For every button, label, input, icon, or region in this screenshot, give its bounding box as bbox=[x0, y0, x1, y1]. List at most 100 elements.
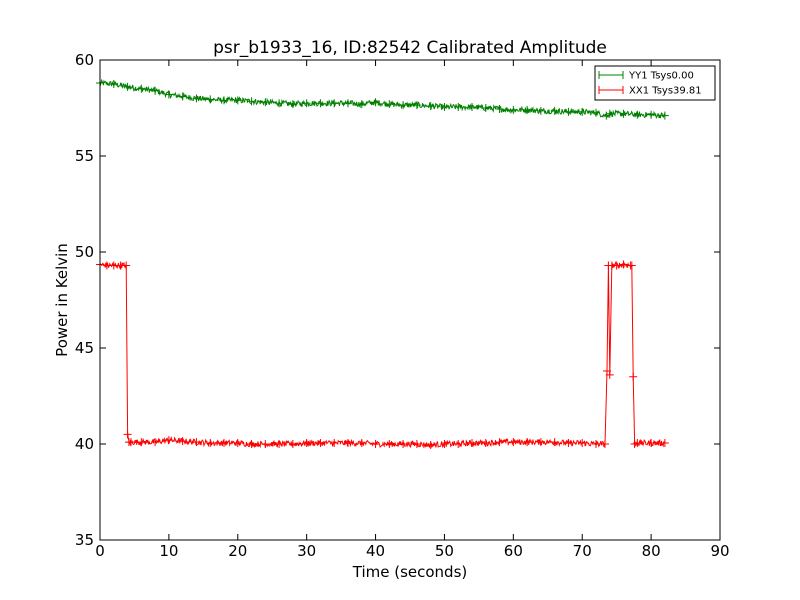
data-point bbox=[633, 439, 642, 448]
data-point bbox=[371, 440, 380, 448]
legend-marker bbox=[598, 86, 624, 94]
data-point bbox=[454, 440, 463, 448]
data-point bbox=[660, 111, 669, 120]
data-point bbox=[330, 439, 339, 448]
data-point bbox=[123, 430, 132, 439]
data-point bbox=[261, 440, 270, 448]
data-point bbox=[481, 439, 490, 448]
data-point bbox=[261, 98, 270, 107]
x-tick-label: 60 bbox=[504, 542, 523, 560]
data-point bbox=[612, 261, 621, 270]
data-point bbox=[468, 103, 476, 112]
data-point bbox=[426, 102, 435, 111]
data-point bbox=[288, 100, 297, 109]
data-point bbox=[426, 440, 435, 449]
data-point bbox=[647, 110, 656, 119]
plot-area bbox=[96, 78, 669, 449]
data-point bbox=[247, 440, 256, 448]
data-point bbox=[578, 107, 587, 116]
data-point bbox=[137, 84, 146, 93]
data-point bbox=[605, 109, 614, 118]
y-tick-label: 55 bbox=[75, 147, 94, 165]
data-point bbox=[600, 440, 609, 448]
x-tick-label: 30 bbox=[297, 542, 316, 560]
data-point bbox=[509, 105, 518, 114]
data-point bbox=[564, 439, 573, 448]
data-point bbox=[605, 370, 614, 379]
data-point bbox=[344, 99, 352, 108]
data-point bbox=[619, 109, 628, 118]
data-point bbox=[151, 86, 160, 95]
data-point bbox=[357, 439, 366, 448]
data-point bbox=[385, 440, 394, 448]
data-point bbox=[629, 372, 638, 381]
x-axis-label: Time (seconds) bbox=[352, 563, 468, 581]
legend-marker bbox=[598, 71, 624, 79]
data-point bbox=[550, 106, 559, 115]
data-point bbox=[137, 438, 146, 447]
y-tick-label: 45 bbox=[75, 339, 94, 357]
data-point bbox=[399, 440, 408, 448]
y-axis-ticks: 35 40 45 50 55 60 bbox=[75, 51, 720, 549]
data-point bbox=[164, 90, 173, 99]
x-tick-label: 50 bbox=[435, 542, 454, 560]
data-point bbox=[412, 101, 421, 110]
data-point bbox=[127, 438, 135, 447]
data-point bbox=[220, 439, 228, 448]
data-point bbox=[330, 99, 339, 108]
x-tick-label: 0 bbox=[95, 542, 105, 560]
data-point bbox=[399, 101, 408, 110]
x-tick-label: 70 bbox=[573, 542, 592, 560]
y-tick-label: 35 bbox=[75, 531, 94, 549]
data-point bbox=[627, 261, 636, 270]
data-point bbox=[123, 82, 132, 91]
data-point bbox=[288, 440, 297, 448]
data-point bbox=[316, 439, 325, 448]
data-point bbox=[178, 437, 187, 446]
data-point bbox=[468, 439, 476, 448]
data-point bbox=[275, 99, 284, 108]
x-tick-label: 80 bbox=[642, 542, 661, 560]
data-point bbox=[385, 100, 394, 109]
data-point bbox=[206, 95, 215, 104]
data-point bbox=[536, 438, 545, 447]
series-1 bbox=[96, 260, 669, 449]
data-point bbox=[151, 438, 160, 447]
data-point bbox=[592, 108, 600, 117]
x-tick-label: 20 bbox=[228, 542, 247, 560]
data-point bbox=[481, 104, 490, 112]
data-point bbox=[412, 440, 421, 448]
data-point bbox=[495, 438, 504, 447]
data-point bbox=[602, 111, 611, 120]
data-point bbox=[440, 440, 449, 448]
data-point bbox=[509, 438, 518, 447]
data-point bbox=[523, 438, 532, 447]
data-point bbox=[550, 438, 559, 447]
data-point bbox=[316, 99, 325, 108]
y-tick-label: 60 bbox=[75, 51, 94, 69]
data-point bbox=[178, 92, 187, 101]
data-point bbox=[192, 94, 201, 103]
data-point bbox=[344, 439, 352, 448]
chart-title: psr_b1933_16, ID:82542 Calibrated Amplit… bbox=[213, 38, 607, 58]
data-point bbox=[102, 261, 111, 270]
data-point bbox=[523, 105, 532, 114]
data-point bbox=[454, 103, 463, 112]
data-point bbox=[192, 438, 201, 447]
data-point bbox=[109, 80, 118, 88]
data-point bbox=[302, 439, 311, 448]
data-point bbox=[564, 107, 573, 116]
data-point bbox=[592, 440, 600, 448]
legend-label: XX1 Tsys39.81 bbox=[629, 86, 702, 97]
x-axis-ticks: 0 10 20 30 40 50 60 70 80 90 bbox=[95, 60, 730, 560]
data-point bbox=[371, 98, 380, 107]
data-point bbox=[247, 97, 256, 106]
y-tick-label: 50 bbox=[75, 243, 94, 261]
series-line-0 bbox=[99, 78, 666, 120]
data-point bbox=[357, 100, 366, 109]
x-tick-label: 90 bbox=[710, 542, 729, 560]
data-point bbox=[220, 96, 228, 105]
series-0 bbox=[96, 78, 669, 120]
legend-entries: YY1 Tsys0.00 XX1 Tsys39.81 bbox=[598, 71, 702, 97]
